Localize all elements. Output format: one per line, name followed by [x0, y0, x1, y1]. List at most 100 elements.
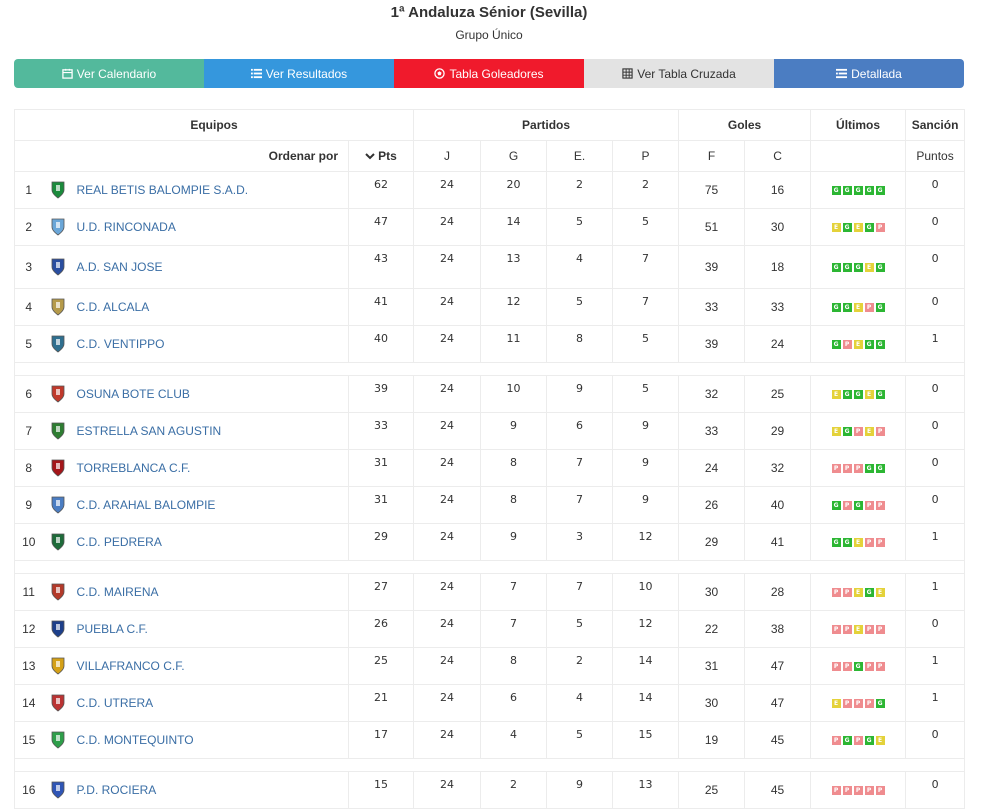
team-link[interactable]: A.D. SAN JOSE: [76, 260, 163, 274]
team-link[interactable]: REAL BETIS BALOMPIE S.A.D.: [76, 183, 249, 197]
team-link[interactable]: C.D. VENTIPPO: [76, 337, 165, 351]
lost-cell: 7: [612, 245, 680, 289]
goals-against-cell: 18: [744, 245, 812, 289]
form-result-badge: E: [853, 223, 863, 233]
rank-cell: 14: [14, 684, 43, 722]
drawn-cell: 2: [546, 647, 614, 685]
lost-cell: 12: [612, 523, 680, 561]
rank-cell: 11: [14, 573, 43, 611]
team-link[interactable]: C.D. PEDRERA: [76, 535, 162, 549]
form-empty-header: [810, 140, 907, 172]
logo-cell: [42, 245, 73, 289]
team-link[interactable]: C.D. ARAHAL BALOMPIE: [76, 498, 216, 512]
points-cell: 29: [347, 523, 415, 561]
form-result-badge: P: [831, 736, 841, 746]
team-crest-icon: [51, 620, 64, 638]
calendar-button[interactable]: Ver Calendario: [14, 59, 204, 88]
table-row: 7 ESTRELLA SAN AGUSTIN 33 24 9 6 9 33 29 E G P E P 0: [14, 412, 966, 450]
played-cell: 24: [413, 610, 482, 648]
form-result-badge: G: [875, 186, 885, 196]
view-button-bar: Ver Calendario Ver Resultados Tabla Gole…: [14, 59, 964, 88]
form-result-badge: G: [864, 464, 874, 474]
sanction-cell: 0: [905, 486, 966, 524]
goals-for-cell: 51: [678, 208, 746, 246]
form-result-badge: G: [875, 464, 885, 474]
points-cell: 62: [347, 171, 415, 209]
won-cell: 9: [480, 523, 548, 561]
form-result-badge: E: [875, 588, 885, 598]
goals-for-header: F: [678, 140, 746, 172]
logo-cell: [42, 208, 73, 246]
team-link[interactable]: VILLAFRANCO C.F.: [76, 659, 185, 673]
form-result-badge: P: [853, 786, 863, 796]
form-result-badge: G: [842, 390, 852, 400]
team-link[interactable]: P.D. ROCIERA: [76, 783, 157, 797]
points-cell: 15: [347, 771, 415, 809]
team-crest-icon: [51, 258, 64, 276]
goals-for-cell: 33: [678, 288, 746, 326]
table-row: 11 C.D. MAIRENA 27 24 7 7 10 30 28 P P E G E 1: [14, 573, 966, 611]
team-link[interactable]: TORREBLANCA C.F.: [76, 461, 191, 475]
drawn-cell: 6: [546, 412, 614, 450]
form-result-badge: P: [831, 786, 841, 796]
team-link[interactable]: C.D. MONTEQUINTO: [76, 733, 194, 747]
goals-against-cell: 45: [744, 771, 812, 809]
team-name-cell: OSUNA BOTE CLUB: [72, 375, 349, 413]
table-row: 2 U.D. RINCONADA 47 24 14 5 5 51 30 E G E G P 0: [14, 208, 966, 246]
form-result-badge: G: [853, 501, 863, 511]
sanction-cell: 0: [905, 375, 966, 413]
group-separator-row: [13, 758, 966, 772]
sanction-header: Sanción: [905, 109, 966, 141]
form-result-badge: E: [864, 390, 874, 400]
played-cell: 24: [413, 647, 482, 685]
team-link[interactable]: C.D. UTRERA: [76, 696, 154, 710]
rank-cell: 7: [14, 412, 43, 450]
group-separator-row: [13, 362, 966, 376]
team-link[interactable]: OSUNA BOTE CLUB: [76, 387, 190, 401]
lost-cell: 5: [612, 208, 680, 246]
goals-against-cell: 25: [744, 375, 812, 413]
points-cell: 41: [347, 288, 415, 326]
sanction-cell: 1: [905, 325, 966, 363]
form-result-badge: P: [853, 699, 863, 709]
team-link[interactable]: C.D. MAIRENA: [76, 585, 159, 599]
logo-cell: [42, 288, 73, 326]
scorers-button[interactable]: Tabla Goleadores: [394, 59, 584, 88]
won-cell: 20: [480, 171, 548, 209]
form-result-badge: E: [875, 736, 885, 746]
goals-against-cell: 33: [744, 288, 812, 326]
detailed-button[interactable]: Detallada: [774, 59, 964, 88]
logo-cell: [42, 647, 73, 685]
team-crest-icon: [51, 694, 64, 712]
goals-for-cell: 19: [678, 721, 746, 759]
team-link[interactable]: U.D. RINCONADA: [76, 220, 176, 234]
team-crest-icon: [51, 181, 64, 199]
sanction-cell: 0: [905, 771, 966, 809]
form-result-badge: G: [842, 538, 852, 548]
team-link[interactable]: PUEBLA C.F.: [76, 622, 148, 636]
sanction-cell: 0: [905, 412, 966, 450]
points-header-label: Pts: [378, 149, 397, 163]
lost-cell: 5: [612, 325, 680, 363]
cross-table-button[interactable]: Ver Tabla Cruzada: [584, 59, 774, 88]
played-cell: 24: [413, 486, 482, 524]
form-result-badge: E: [831, 390, 841, 400]
played-cell: 24: [413, 171, 482, 209]
lost-cell: 14: [612, 647, 680, 685]
rank-cell: 5: [14, 325, 43, 363]
results-button[interactable]: Ver Resultados: [204, 59, 394, 88]
team-crest-icon: [51, 781, 64, 799]
lost-cell: 15: [612, 721, 680, 759]
sort-points-header[interactable]: Pts: [347, 140, 415, 172]
logo-cell: [42, 449, 73, 487]
form-result-badge: E: [831, 699, 841, 709]
played-cell: 24: [413, 523, 482, 561]
team-link[interactable]: ESTRELLA SAN AGUSTIN: [76, 424, 222, 438]
team-link[interactable]: C.D. ALCALA: [76, 300, 150, 314]
points-cell: 27: [347, 573, 415, 611]
